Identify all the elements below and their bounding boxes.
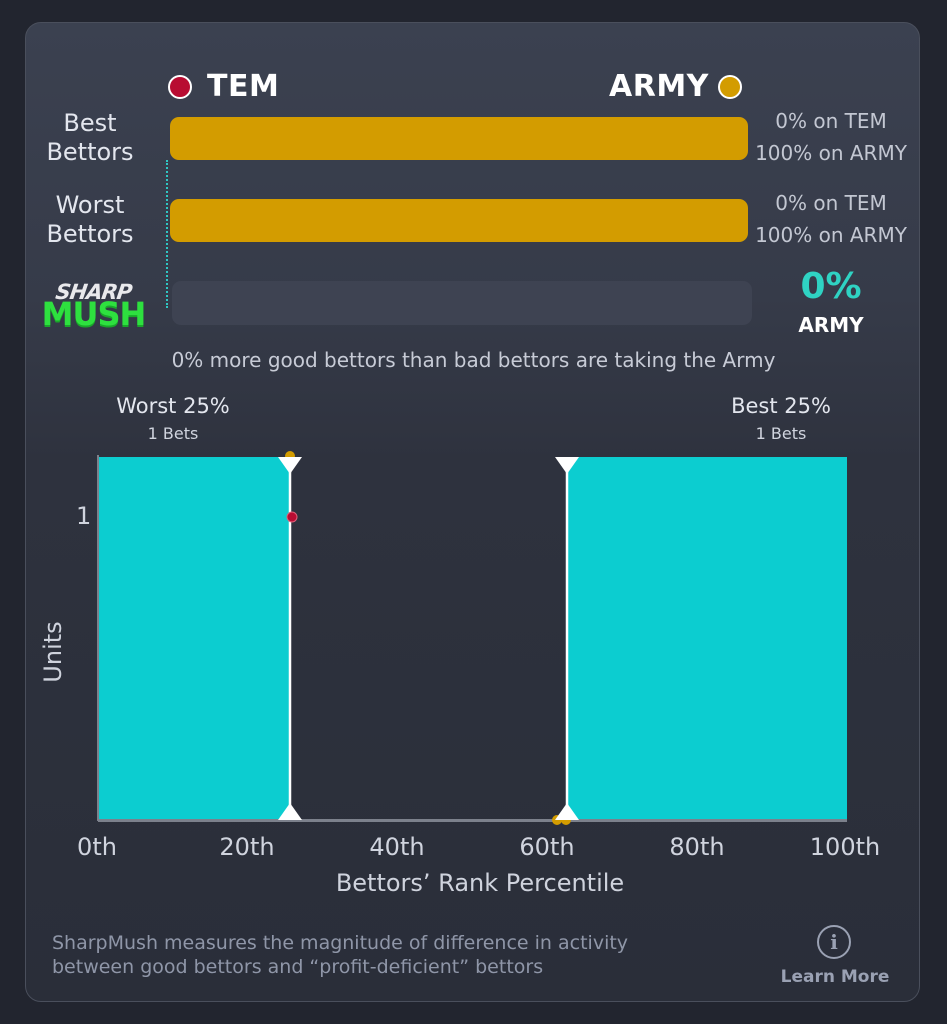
x-tick-40: 40th — [369, 833, 425, 861]
tem-point-marker — [286, 511, 298, 523]
x-tick-100: 100th — [809, 833, 881, 861]
cutoff-bottom-triangle-icon — [555, 803, 579, 820]
worst-bettors-bar — [170, 199, 748, 242]
sharpmush-percent: 0% — [800, 266, 862, 307]
worst-group-title: Worst 25% — [116, 394, 230, 418]
best-group-count: 1 Bets — [755, 424, 807, 443]
worst-group-count: 1 Bets — [147, 424, 199, 443]
worst-25-bar — [99, 457, 290, 820]
best-bettors-bar — [170, 117, 748, 160]
x-tick-60: 60th — [519, 833, 575, 861]
x-axis-label: Bettors’ Rank Percentile — [335, 869, 625, 897]
worst-bettors-label: Worst Bettors — [46, 191, 134, 248]
worst-bettors-bar-army-fill — [170, 199, 748, 242]
team-right-dot-icon — [718, 75, 742, 99]
best-group-title: Best 25% — [731, 394, 831, 418]
learn-more-label: Learn More — [780, 967, 890, 987]
cutoff-bottom-triangle-icon — [278, 803, 302, 820]
team-left-name: TEM — [207, 69, 280, 104]
footer-description: SharpMush measures the magnitude of diff… — [52, 932, 629, 978]
team-right-name: ARMY — [609, 69, 709, 104]
best-bettors-bar-army-fill — [170, 117, 748, 160]
team-left-dot-icon — [168, 75, 192, 99]
best-bettors-label: Best Bettors — [46, 109, 134, 166]
best-25-bar — [567, 457, 847, 820]
sharpmush-logo: SHARP MUSH — [41, 280, 147, 333]
y-tick-1: 1 — [76, 502, 92, 530]
best-bettors-percentages: 0% on TEM 100% on ARMY — [755, 109, 907, 165]
worst-bettors-percentages: 0% on TEM 100% on ARMY — [755, 191, 907, 247]
cutoff-top-triangle-icon — [278, 457, 302, 474]
sharpmush-bar — [172, 281, 752, 325]
cutoff-top-triangle-icon — [555, 457, 579, 474]
x-tick-0: 0th — [77, 833, 117, 861]
sharpmush-summary: 0% more good bettors than bad bettors ar… — [171, 348, 776, 372]
learn-more-button[interactable]: i Learn More — [775, 925, 895, 991]
sharpmush-team: ARMY — [798, 313, 864, 337]
x-tick-20: 20th — [219, 833, 275, 861]
x-tick-80: 80th — [669, 833, 725, 861]
dotted-connector — [166, 160, 168, 308]
info-icon: i — [817, 925, 851, 959]
